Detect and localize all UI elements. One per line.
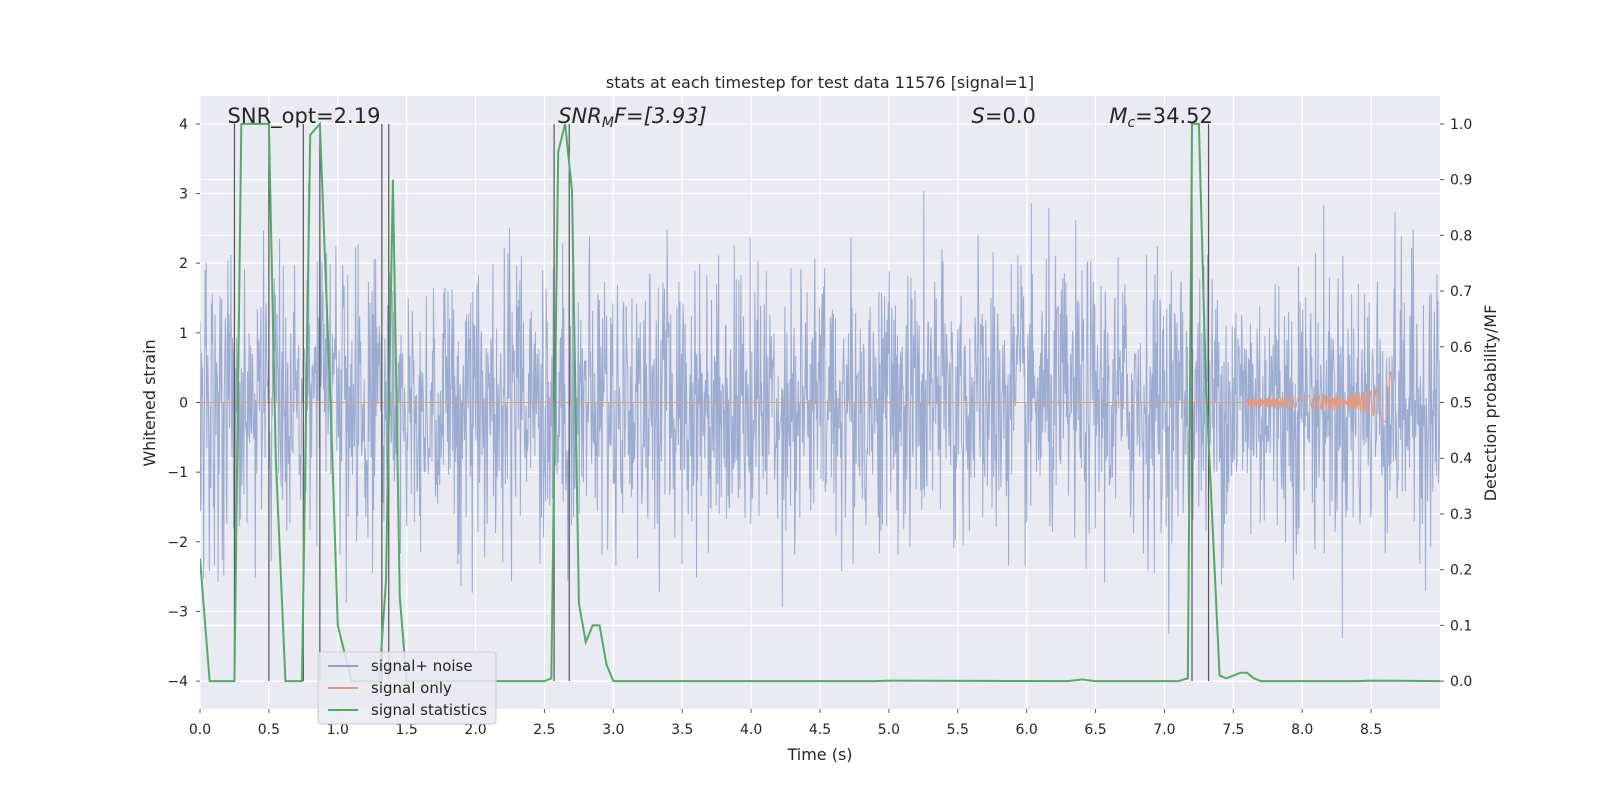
y-axis-left: −4 −3 −2 −1 0 1 2 3 4 (167, 117, 200, 690)
x-tick-label: 3.5 (671, 722, 693, 738)
x-tick-label: 3.0 (602, 722, 624, 738)
y-right-tick-label: 0.0 (1450, 674, 1472, 690)
annotation-mc: Mc=34.52 (1109, 104, 1213, 131)
x-tick-label: 1.5 (396, 722, 418, 738)
legend: signal+ noise signal only signal statist… (317, 651, 497, 725)
x-tick-label: 6.0 (1016, 722, 1038, 738)
annotation-snr-mf: SNRMF=[3.93] (558, 104, 707, 131)
plot-area (200, 121, 1440, 683)
x-tick-label: 1.0 (327, 722, 349, 738)
x-tick-label: 5.5 (947, 722, 969, 738)
y-right-tick-label: 0.9 (1450, 173, 1472, 189)
x-tick-label: 0.0 (189, 722, 211, 738)
series-signal-statistics (200, 121, 1440, 683)
y-axis-left-label: Whitened strain (140, 339, 159, 466)
y-left-tick-label: 0 (179, 396, 188, 412)
x-axis: 0.0 0.5 1.0 1.5 2.0 2.5 3.0 3.5 4.0 4.5 5.0 5.5 6.0 6… (189, 709, 1382, 738)
x-tick-label: 2.5 (533, 722, 555, 738)
x-tick-label: 0.5 (258, 722, 280, 738)
x-axis-label: Time (s) (786, 745, 852, 764)
annotations: SNR_opt=2.19 SNRMF=[3.93] S=0.0 Mc=34.52 (228, 104, 1213, 131)
y-left-tick-label: −3 (167, 604, 188, 620)
y-left-tick-label: 4 (179, 117, 188, 133)
y-right-tick-label: 0.1 (1450, 618, 1472, 634)
y-right-tick-label: 0.7 (1450, 284, 1472, 300)
series-signal-only (200, 370, 1393, 423)
legend-label-statistics: signal statistics (371, 701, 487, 719)
y-left-tick-label: 2 (179, 256, 188, 272)
y-right-tick-label: 0.4 (1450, 451, 1472, 467)
y-left-tick-label: −2 (167, 535, 188, 551)
y-left-tick-label: 3 (179, 187, 188, 203)
y-right-tick-label: 0.5 (1450, 396, 1472, 412)
y-right-tick-label: 0.2 (1450, 563, 1472, 579)
legend-box (317, 651, 497, 725)
series-signal-noise (200, 183, 1440, 639)
y-right-tick-label: 0.6 (1450, 340, 1472, 356)
annotation-s: S=0.0 (972, 104, 1036, 128)
x-tick-label: 4.0 (740, 722, 762, 738)
x-tick-label: 7.5 (1222, 722, 1244, 738)
annotation-snr-opt: SNR_opt=2.19 (228, 104, 381, 129)
y-left-tick-label: −1 (167, 465, 188, 481)
x-tick-label: 6.5 (1084, 722, 1106, 738)
legend-label-noise: signal+ noise (371, 657, 473, 675)
x-tick-label: 7.0 (1153, 722, 1175, 738)
y-right-tick-label: 1.0 (1450, 117, 1472, 133)
x-tick-label: 4.5 (809, 722, 831, 738)
x-tick-label: 5.0 (878, 722, 900, 738)
y-axis-right-label: Detection probability/MF (1481, 305, 1500, 502)
x-tick-label: 8.0 (1291, 722, 1313, 738)
y-right-tick-label: 0.3 (1450, 507, 1472, 523)
y-left-tick-label: 1 (179, 326, 188, 342)
x-tick-label: 8.5 (1360, 722, 1382, 738)
chart-title: stats at each timestep for test data 115… (606, 73, 1034, 92)
x-tick-label: 2.0 (464, 722, 486, 738)
y-left-tick-label: −4 (167, 674, 188, 690)
legend-label-signal: signal only (371, 679, 452, 697)
y-right-tick-label: 0.8 (1450, 228, 1472, 244)
y-axis-right: 0.0 0.1 0.2 0.3 0.4 0.5 0.6 0.7 0.8 0.9 1.0 (1440, 117, 1472, 690)
